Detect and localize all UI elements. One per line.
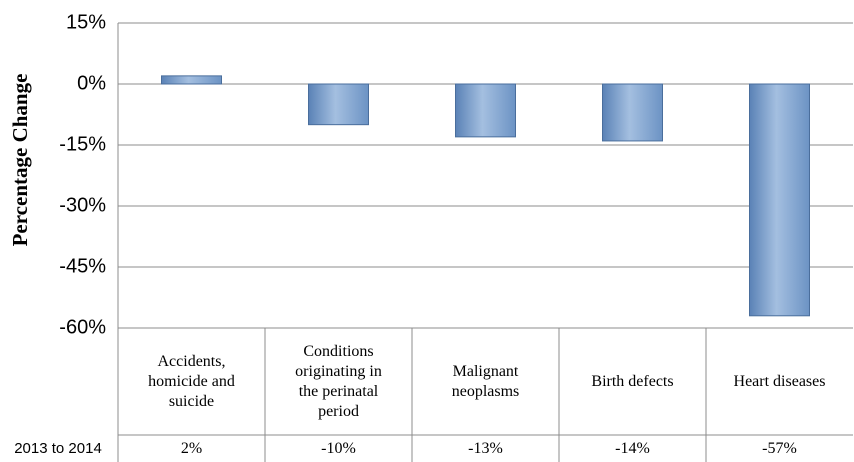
data-table-value: 2% [180, 439, 203, 457]
category-label: Birth defects [591, 372, 674, 390]
bar [749, 83, 810, 317]
y-tick-label: 0% [77, 72, 106, 94]
y-tick-label: 15% [66, 11, 106, 33]
y-tick-label: -15% [59, 133, 106, 155]
y-axis-title: Percentage Change [8, 74, 32, 247]
y-tick-label: -60% [59, 316, 106, 338]
data-table-value: -13% [468, 439, 503, 457]
bar [308, 83, 369, 126]
data-table-value: -57% [762, 439, 797, 457]
category-label: Heart diseases [733, 372, 826, 390]
bar [161, 75, 222, 85]
y-tick-label: -30% [59, 194, 106, 216]
category-label: Conditions originating in the perinatal … [295, 342, 382, 420]
category-label: Malignant neoplasms [451, 362, 520, 400]
bar [455, 83, 516, 138]
data-table-value: -14% [615, 439, 650, 457]
data-table-value: -10% [321, 439, 356, 457]
bar [602, 83, 663, 142]
y-tick-label: -45% [59, 255, 106, 277]
series-name: 2013 to 2014 [14, 439, 102, 457]
category-label: Accidents, homicide and suicide [148, 352, 235, 410]
